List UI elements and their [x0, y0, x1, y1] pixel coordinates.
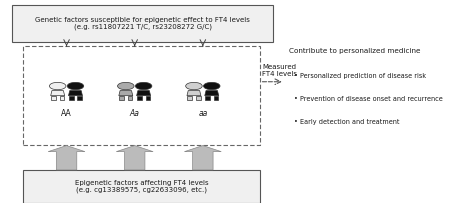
- Bar: [69, 96, 73, 100]
- FancyArrow shape: [48, 146, 85, 170]
- Polygon shape: [68, 91, 82, 96]
- Bar: [51, 96, 56, 100]
- Bar: [60, 96, 64, 100]
- Bar: [137, 96, 142, 100]
- Bar: [196, 96, 201, 100]
- Circle shape: [49, 82, 66, 90]
- Bar: [205, 96, 210, 100]
- Bar: [119, 96, 124, 100]
- FancyArrow shape: [184, 146, 221, 170]
- Polygon shape: [119, 91, 133, 96]
- Polygon shape: [187, 91, 201, 96]
- Circle shape: [203, 82, 220, 90]
- Polygon shape: [205, 91, 219, 96]
- Text: • Prevention of disease onset and recurrence: • Prevention of disease onset and recurr…: [294, 96, 442, 102]
- Bar: [214, 96, 219, 100]
- Text: aa: aa: [198, 109, 208, 118]
- Polygon shape: [137, 91, 151, 96]
- FancyBboxPatch shape: [23, 170, 260, 203]
- Circle shape: [67, 82, 84, 90]
- FancyArrow shape: [116, 146, 153, 170]
- Bar: [128, 96, 132, 100]
- Bar: [146, 96, 150, 100]
- Text: • Personalized prediction of disease risk: • Personalized prediction of disease ris…: [294, 73, 426, 79]
- Polygon shape: [51, 91, 64, 96]
- Text: Aa: Aa: [130, 109, 140, 118]
- Bar: [77, 96, 82, 100]
- Text: AA: AA: [61, 109, 72, 118]
- Text: Genetic factors susceptible for epigenetic effect to FT4 levels
(e.g. rs11807221: Genetic factors susceptible for epigenet…: [35, 17, 250, 30]
- Circle shape: [186, 82, 202, 90]
- Text: Epigenetic factors affecting FT4 levels
(e.g. cg13389575, cg22633096, etc.): Epigenetic factors affecting FT4 levels …: [75, 180, 209, 193]
- Text: Contribute to personalized medicine: Contribute to personalized medicine: [289, 48, 420, 54]
- Text: Measured
FT4 levels: Measured FT4 levels: [262, 64, 297, 77]
- FancyBboxPatch shape: [12, 5, 273, 42]
- Circle shape: [136, 82, 152, 90]
- Circle shape: [118, 82, 134, 90]
- Bar: [187, 96, 192, 100]
- Text: • Early detection and treatment: • Early detection and treatment: [294, 119, 399, 125]
